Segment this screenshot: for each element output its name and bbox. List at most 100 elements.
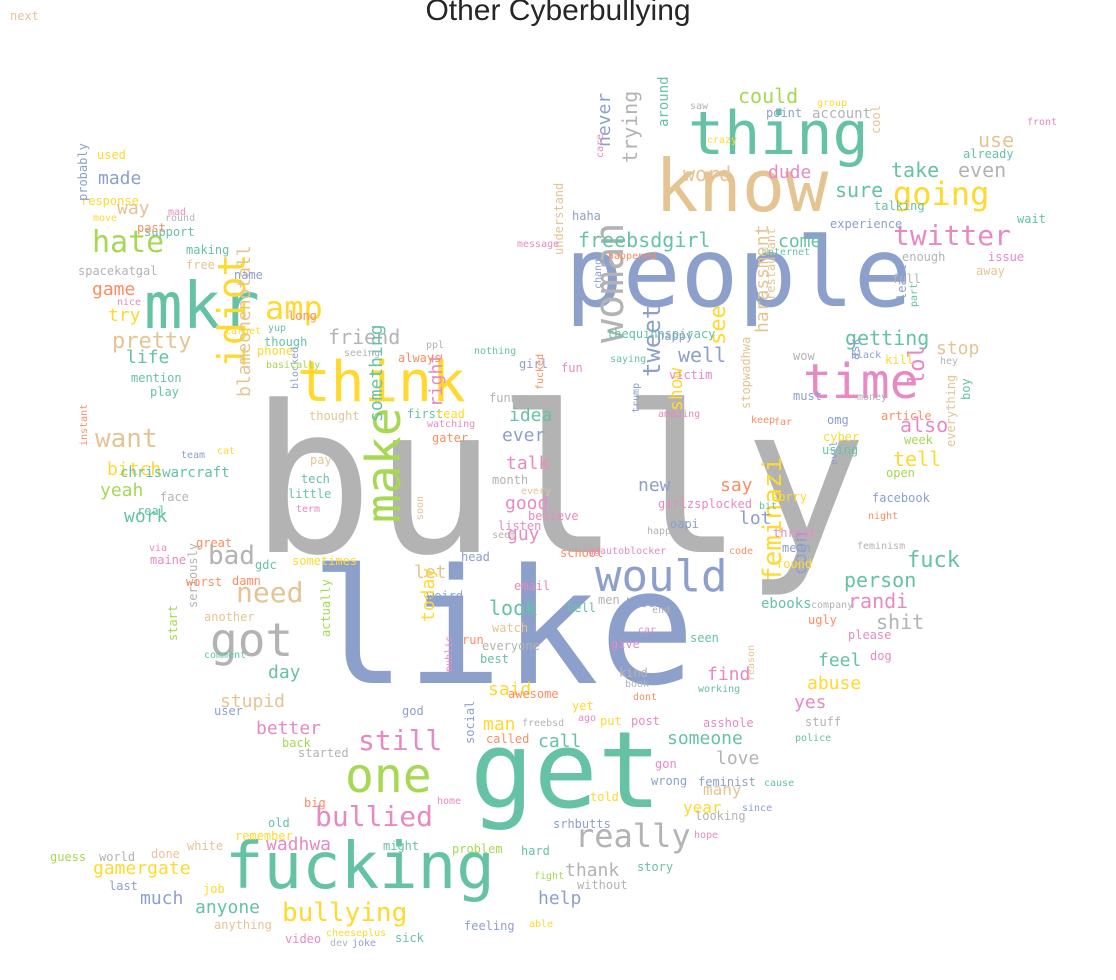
word-friend: friend: [328, 325, 401, 349]
word-sick: sick: [395, 931, 424, 945]
word-oapi: oapi: [670, 517, 699, 531]
word-freebsd: freebsd: [522, 718, 565, 729]
word-great: great: [196, 536, 233, 550]
word-seen: seen: [690, 631, 719, 645]
word-feeling: feeling: [464, 919, 515, 933]
word-like: like: [310, 534, 696, 721]
word-might: might: [383, 839, 420, 853]
word-dev: dev: [330, 938, 349, 949]
word-dog: dog: [870, 649, 892, 663]
word-probably: probably: [76, 143, 90, 201]
word-use: use: [978, 128, 1015, 152]
word-watch: watch: [492, 621, 529, 635]
word-bit: bit: [759, 501, 778, 512]
word-bullied: bullied: [315, 800, 434, 833]
word-though: though: [264, 335, 308, 349]
word-another: another: [204, 610, 255, 624]
word-first: first: [407, 407, 444, 421]
word-always: always: [398, 351, 442, 365]
word-fight: fight: [534, 871, 565, 882]
word-anything: anything: [214, 918, 272, 932]
word-end: end: [652, 605, 671, 616]
word-soon: soon: [415, 495, 426, 520]
word-also: also: [900, 413, 949, 437]
word-bully: bully: [250, 363, 868, 601]
word-amp: amp: [265, 289, 323, 327]
word-via: via: [149, 543, 168, 554]
word-hell: hell: [567, 601, 596, 615]
word-mkr: mkr: [144, 270, 260, 344]
word-put: put: [600, 714, 622, 728]
word-dude: dude: [768, 162, 812, 183]
word-message: message: [517, 239, 560, 250]
word-think: think: [297, 350, 466, 415]
word-face: face: [160, 490, 189, 504]
word-thing: thing: [688, 99, 869, 169]
word-seem: seem: [492, 530, 517, 541]
word-feel: feel: [818, 650, 862, 671]
word-cyber: cyber: [823, 430, 860, 444]
word-far: far: [774, 417, 793, 428]
word-chriswarcraft: chriswarcraft: [120, 465, 230, 481]
word-talk: talk: [506, 453, 550, 474]
word-since: since: [742, 803, 773, 814]
word-problem: problem: [452, 842, 503, 856]
word-someone: someone: [667, 728, 743, 749]
word-sure: sure: [835, 178, 884, 202]
word-reason: reason: [746, 644, 757, 681]
word-using: using: [822, 443, 859, 457]
word-pay: pay: [310, 453, 332, 467]
word-bad: bad: [208, 541, 255, 571]
word-year: year: [683, 798, 722, 817]
word-one: one: [345, 748, 432, 804]
word-found: found: [776, 557, 813, 571]
word-trump: trump: [631, 382, 642, 413]
word-made: made: [98, 168, 142, 189]
word-funny: funny: [489, 391, 526, 405]
word-every: every: [521, 486, 552, 497]
word-code: code: [729, 546, 754, 557]
word-feminist: feminist: [698, 775, 756, 789]
word-could: could: [738, 84, 799, 108]
word-video: video: [285, 932, 322, 946]
word-issue: issue: [988, 250, 1025, 264]
word-damn: damn: [232, 574, 261, 588]
word-police: police: [795, 733, 832, 744]
word-gater: gater: [432, 431, 469, 445]
chart-title: Other Cyberbullying: [425, 0, 691, 27]
word-little: little: [288, 487, 332, 501]
word-way: way: [117, 198, 150, 219]
word-hard: hard: [521, 844, 550, 858]
word-public: public: [444, 635, 455, 672]
word-full: full: [892, 272, 921, 286]
word-job: job: [203, 882, 225, 896]
word-ggautoblocker: ggautoblocker: [588, 546, 667, 557]
word-past: past: [137, 221, 166, 235]
word-would: would: [595, 551, 728, 602]
word-tech: tech: [301, 472, 330, 486]
word-open: open: [886, 466, 915, 480]
word-night: night: [868, 511, 899, 522]
word-man: man: [483, 714, 516, 735]
word-going: going: [893, 175, 990, 213]
word-saw: saw: [690, 101, 709, 112]
word-play: play: [150, 385, 179, 399]
word-give: give: [611, 637, 640, 651]
word-social: social: [463, 700, 477, 744]
word-ever: ever: [502, 425, 546, 446]
word-want: want: [95, 424, 158, 454]
word-srhbutts: srhbutts: [553, 817, 611, 831]
word-thank: thank: [565, 860, 620, 881]
word-block: block: [626, 596, 663, 610]
word-freebsdgirl: freebsdgirl: [578, 228, 711, 252]
word-remember: remember: [235, 829, 293, 843]
word-trying: trying: [618, 90, 642, 163]
word-new: new: [638, 475, 671, 496]
word-guy: guy: [507, 524, 540, 545]
word-tell: tell: [893, 447, 942, 471]
word-kill: kill: [885, 353, 914, 367]
word-looking: looking: [695, 809, 746, 823]
word-listen: listen: [498, 519, 542, 533]
word-hope: hope: [694, 830, 719, 841]
word-well: well: [678, 343, 727, 367]
